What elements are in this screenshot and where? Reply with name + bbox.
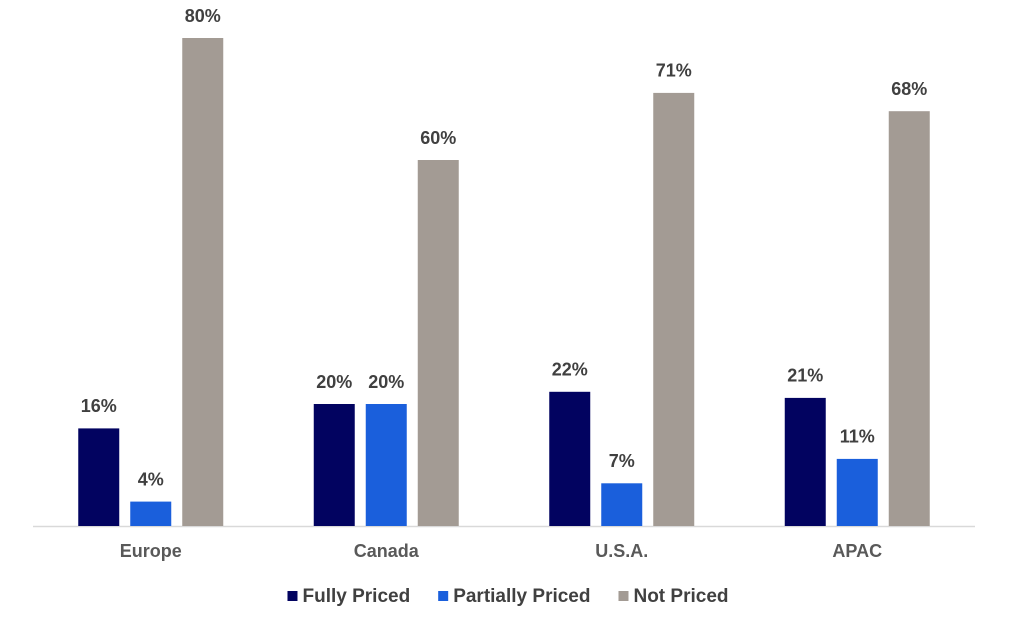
legend-swatch [618, 591, 629, 601]
bar [549, 391, 591, 526]
data-label: 20% [316, 372, 352, 392]
bar [78, 428, 120, 526]
data-label: 71% [656, 61, 692, 81]
bar [653, 92, 695, 527]
bar [836, 458, 878, 526]
data-label: 21% [787, 366, 823, 386]
bar [888, 111, 930, 526]
bar [417, 160, 459, 526]
x-tick-label: APAC [832, 541, 882, 561]
bar [365, 404, 407, 526]
data-label: 11% [840, 427, 875, 447]
data-label: 80% [185, 6, 221, 26]
legend-swatch [438, 591, 449, 601]
bar [313, 404, 355, 526]
data-label: 20% [368, 372, 404, 392]
x-tick-label: U.S.A. [595, 541, 648, 561]
data-label: 68% [891, 79, 927, 99]
bar [784, 397, 826, 526]
bar [182, 38, 224, 526]
x-tick-label: Canada [354, 541, 420, 561]
legend-label: Partially Priced [453, 586, 590, 607]
data-label: 22% [552, 360, 588, 380]
legend-label: Fully Priced [302, 586, 410, 607]
data-label: 7% [609, 451, 635, 471]
legend-label: Not Priced [633, 586, 728, 607]
bar [130, 501, 172, 526]
data-label: 16% [81, 396, 117, 416]
data-label: 4% [138, 469, 164, 489]
data-label: 60% [420, 128, 456, 148]
x-tick-label: Europe [120, 541, 182, 561]
legend-swatch [287, 591, 298, 601]
bar [601, 483, 643, 526]
